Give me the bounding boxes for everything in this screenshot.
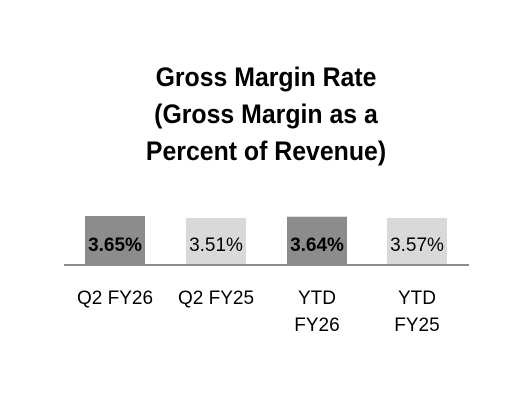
category-label-3-line-1: YTD [298,288,336,309]
chart-title-line-1: Gross Margin Rate [155,62,377,92]
category-label-4-line-2: FY25 [394,315,439,336]
category-label-4-line-1: YTD [398,288,436,309]
category-label-1: Q2 FY26 [77,288,153,309]
bar-1 [85,216,145,264]
category-label-3-line-2: FY26 [294,315,339,336]
bar-2 [186,217,246,264]
data-label-4: 3.57% [390,235,444,256]
data-label-2: 3.51% [189,235,243,256]
bar-3 [287,216,347,264]
bar-4 [387,217,447,264]
chart-title-line-3: Percent of Revenue) [145,136,387,166]
category-label-2: Q2 FY25 [178,288,254,309]
chart-title-line-2: (Gross Margin as a [154,99,378,129]
data-label-3: 3.64% [290,235,344,256]
data-label-1: 3.65% [88,235,142,256]
